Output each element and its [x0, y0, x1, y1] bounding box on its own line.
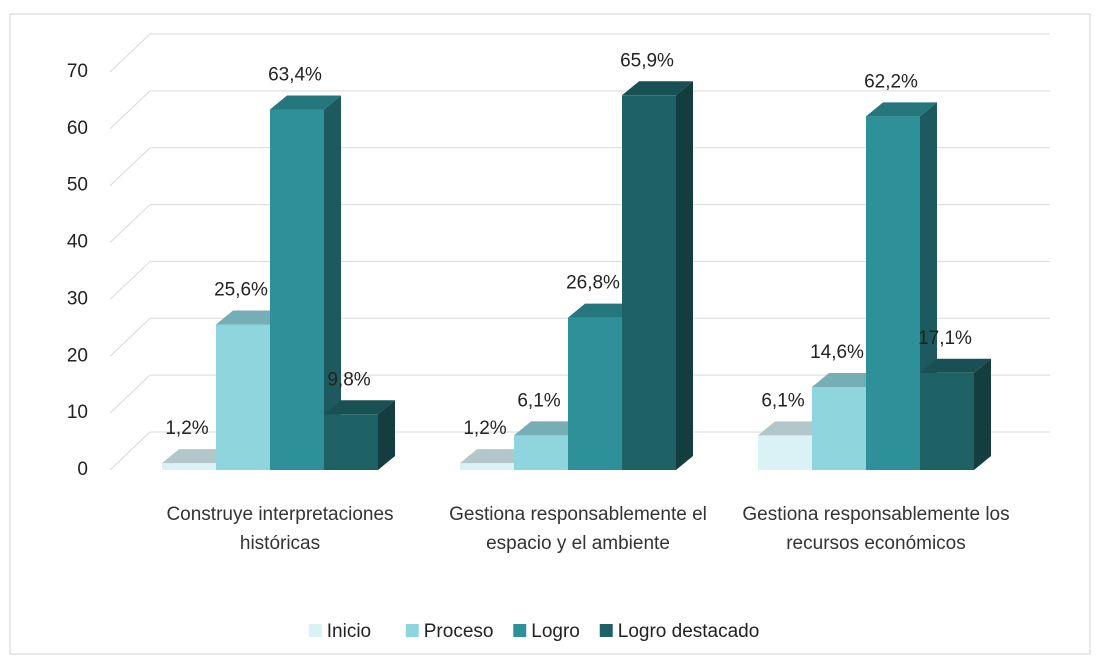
bar-front [812, 386, 866, 470]
legend-label: Logro destacado [618, 621, 760, 642]
bar-top [460, 449, 531, 464]
value-label: 63,4% [268, 65, 322, 86]
legend-swatch [308, 624, 322, 637]
bar-front [162, 463, 216, 470]
bar-top [514, 421, 585, 436]
bar-front [622, 95, 676, 470]
bar-front [758, 435, 812, 470]
x-tick-label: Gestiona responsablemente los recursos e… [742, 504, 1010, 554]
bar-front [920, 372, 974, 470]
legend-swatch [405, 624, 419, 637]
value-label: 6,1% [517, 390, 560, 411]
y-tick-label: 40 [67, 232, 88, 253]
bar-top [216, 310, 287, 325]
value-label: 1,2% [165, 418, 208, 439]
legend-label: Inicio [327, 621, 371, 642]
bar-top [758, 421, 829, 436]
bar-front [324, 414, 378, 470]
value-label: 14,6% [810, 342, 864, 363]
bar-front [216, 324, 270, 470]
bar-side [676, 81, 693, 470]
y-tick-label: 70 [67, 61, 88, 82]
y-tick-label: 50 [67, 175, 88, 196]
bar-front [460, 463, 514, 470]
grid-line [109, 90, 151, 130]
bar-side [378, 400, 395, 470]
grid-line [109, 261, 151, 300]
legend-label: Logro [531, 621, 580, 642]
legend-swatch [513, 624, 527, 637]
bar-top [324, 400, 395, 415]
legend-swatch [599, 624, 613, 637]
bar-top [920, 358, 991, 373]
y-tick-label: 20 [67, 345, 88, 366]
grid-line [109, 33, 151, 73]
bar-top [812, 372, 883, 387]
grid-line [109, 147, 151, 187]
x-tick-label: Construye interpretaciones históricas [166, 504, 394, 554]
bar-front [866, 116, 920, 470]
y-tick-label: 30 [67, 288, 88, 309]
value-label: 1,2% [463, 418, 506, 439]
value-label: 25,6% [214, 279, 268, 300]
bar-top [162, 449, 233, 464]
bar-front [514, 435, 568, 470]
grid-line [109, 374, 151, 414]
grid-line [109, 204, 151, 243]
grid-line [109, 317, 151, 357]
bar-side [974, 358, 991, 470]
bar-front [568, 317, 622, 470]
bar-side [324, 95, 341, 471]
value-label: 62,2% [864, 71, 918, 92]
y-tick-label: 0 [77, 459, 88, 480]
bar-top [622, 81, 693, 96]
value-label: 26,8% [566, 273, 620, 294]
x-tick-label: Gestiona responsablemente el espacio y e… [449, 504, 707, 554]
bar-top [866, 102, 937, 117]
y-tick-label: 10 [67, 402, 88, 423]
value-label: 17,1% [918, 328, 972, 349]
value-label: 6,1% [761, 390, 804, 411]
y-tick-label: 60 [67, 118, 88, 139]
bar-top [568, 303, 639, 318]
chart-border [9, 13, 1091, 655]
legend-label: Proceso [424, 621, 494, 642]
bar-front [270, 109, 324, 471]
bar-top [270, 95, 341, 110]
grid-line [109, 431, 151, 471]
value-label: 9,8% [327, 369, 370, 390]
value-label: 65,9% [620, 50, 674, 71]
